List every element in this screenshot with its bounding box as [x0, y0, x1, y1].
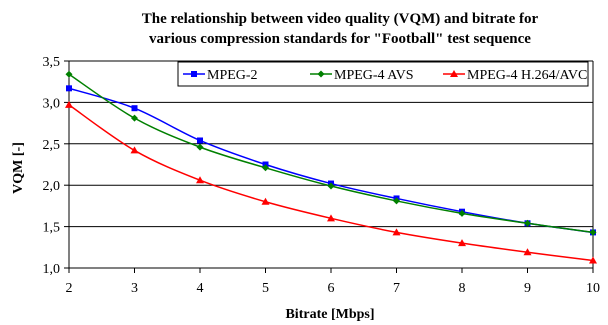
- data-point-2-5: [392, 228, 401, 236]
- x-tick-label-1: 3: [131, 281, 138, 296]
- chart-title-line-2: various compression standards for "Footb…: [149, 31, 531, 47]
- data-point-2-1: [130, 146, 139, 154]
- data-point-1-8: [589, 228, 597, 236]
- data-point-1-0: [65, 70, 73, 78]
- legend-box: [177, 61, 589, 87]
- x-tick-label-5: 7: [393, 281, 400, 296]
- series-1: [65, 70, 597, 236]
- x-tick-labels: 2 3 4 5 6 7 8 9 10: [66, 281, 601, 296]
- legend-label-0: MPEG-2: [207, 68, 258, 83]
- x-tick-label-4: 6: [328, 281, 335, 296]
- axes: [64, 60, 594, 273]
- data-point-0-2: [197, 137, 203, 144]
- data-point-2-3: [261, 197, 270, 205]
- legend-label-2: MPEG-4 H.264/AVC: [467, 68, 587, 83]
- data-point-2-2: [196, 176, 204, 184]
- legend-label-1: MPEG-4 AVS: [334, 68, 414, 83]
- y-tick-label-5: 3,5: [43, 55, 61, 70]
- y-tick-label-1: 1,5: [43, 221, 61, 236]
- data-point-0-1: [131, 105, 138, 112]
- y-tick-label-0: 1,0: [43, 262, 61, 277]
- legend: MPEG-2 MPEG-4 AVS MPEG-4 H.264/AVC: [177, 61, 589, 87]
- gridlines: [69, 60, 593, 228]
- data-point-1-3: [262, 164, 269, 172]
- y-axis-label: VQM [-]: [11, 142, 26, 194]
- data-point-1-1: [131, 114, 138, 122]
- data-point-2-8: [589, 256, 597, 264]
- series-group: [65, 70, 597, 264]
- data-point-0-0: [66, 85, 72, 92]
- y-tick-label-3: 2,5: [43, 138, 61, 153]
- x-tick-label-7: 9: [524, 281, 531, 296]
- x-tick-label-6: 8: [459, 281, 466, 296]
- data-point-2-0: [65, 100, 73, 108]
- data-point-1-4: [327, 182, 335, 190]
- legend-marker-0: [191, 71, 197, 77]
- y-tick-labels: 1,0 1,5 2,0 2,5 3,0 3,5: [43, 55, 61, 277]
- series-2: [65, 100, 597, 264]
- x-tick-label-2: 4: [197, 281, 204, 296]
- series-line-1: [68, 73, 594, 234]
- data-point-2-6: [458, 239, 466, 247]
- data-point-1-2: [196, 143, 204, 151]
- x-tick-label-3: 5: [262, 281, 269, 296]
- legend-marker-2: [450, 70, 458, 77]
- y-tick-label-4: 3,0: [43, 96, 61, 111]
- data-point-1-5: [393, 197, 400, 205]
- x-tick-label-0: 2: [66, 281, 73, 296]
- series-0: [66, 85, 596, 236]
- data-point-1-7: [524, 219, 531, 227]
- x-axis-label: Bitrate [Mbps]: [285, 307, 374, 322]
- x-tick-label-8: 10: [586, 281, 600, 296]
- data-point-2-7: [523, 248, 532, 256]
- data-point-2-4: [327, 214, 335, 222]
- y-tick-label-2: 2,0: [43, 179, 61, 194]
- series-line-0: [68, 87, 594, 234]
- data-point-1-6: [458, 209, 466, 217]
- legend-marker-1: [317, 70, 325, 78]
- chart-title-line-1: The relationship between video quality (…: [142, 11, 539, 27]
